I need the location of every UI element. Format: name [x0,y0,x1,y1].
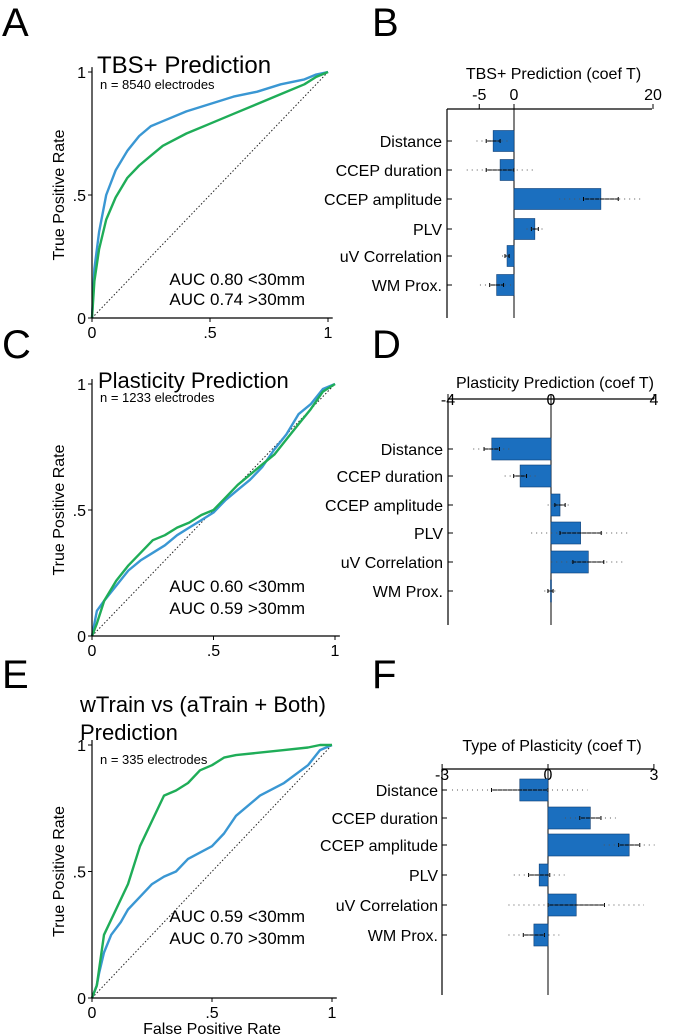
x-tick-label: 0 [88,1005,97,1022]
x-tick-label: 4 [650,392,659,409]
y-tick-label: 1 [77,377,86,394]
legend-label: AUC 0.70 >30mm [169,929,305,948]
x-tick-label: 3 [649,767,658,784]
y-tick-label: .5 [73,865,86,882]
x-tick-label: -3 [435,767,449,784]
panel-letter: E [2,653,29,697]
category-label: PLV [414,526,443,543]
y-tick-label: 0 [77,991,86,1008]
x-tick-label: 1 [324,325,333,342]
category-label: CCEP amplitude [324,192,442,209]
chart-title: Plasticity Prediction [98,368,289,393]
x-tick-label: .5 [207,643,220,660]
x-tick-label: -5 [472,87,486,104]
x-tick-label: -4 [441,392,455,409]
chart-subtitle: n = 8540 electrodes [100,77,215,92]
category-label: PLV [413,222,442,239]
category-label: Distance [380,134,442,151]
chart-title: wTrain vs (aTrain + Both) [79,692,326,717]
y-tick-label: 1 [77,738,86,755]
category-label: WM Prox. [372,278,442,295]
legend-label: AUC 0.59 <30mm [169,907,305,926]
y-axis-label: True Positive Rate [51,444,68,575]
category-label: uV Correlation [336,898,438,915]
x-tick-label: 1 [331,643,340,660]
chart-title: Plasticity Prediction (coef T) [456,375,654,392]
x-tick-label: 0 [510,87,519,104]
chart-title: Type of Plasticity (coef T) [462,738,641,755]
legend-label: AUC 0.60 <30mm [169,577,305,596]
series-line [90,743,333,999]
chart-title: TBS+ Prediction (coef T) [466,66,641,83]
chart-subtitle: n = 1233 electrodes [100,390,215,405]
y-tick-label: 0 [77,629,86,646]
bar [491,437,552,461]
panel-letter: D [372,323,401,367]
y-tick-label: 0 [77,311,86,328]
series-line [90,382,336,637]
legend-label: AUC 0.80 <30mm [169,270,305,289]
category-label: WM Prox. [373,584,443,601]
category-label: CCEP duration [332,811,438,828]
category-label: Distance [381,442,443,459]
legend-label: AUC 0.74 >30mm [169,290,305,309]
x-tick-label: .5 [205,1005,218,1022]
y-axis-label: True Positive Rate [51,806,68,937]
series-line [90,743,332,999]
y-tick-label: 1 [77,65,86,82]
coef-bar-chart-b: TBS+ Prediction (coef T) -5 0 20 Distance CCE… [324,66,662,318]
coef-bar-chart-d: Plasticity Prediction (coef T)-4 0 4 Distan… [325,375,659,625]
x-tick-label: .5 [203,325,216,342]
chart-title: Prediction [80,720,178,745]
x-tick-label: 0 [88,643,97,660]
chart-subtitle: n = 335 electrodes [100,752,208,767]
x-tick-label: 0 [547,392,556,409]
legend-label: AUC 0.59 >30mm [169,599,305,618]
bar [547,833,630,857]
category-label: CCEP duration [337,469,443,486]
roc-chart-e: wTrain vs (aTrain + Both) Prediction n = 3… [51,692,337,1036]
series-line [90,70,329,319]
panel-letter: A [2,1,29,45]
category-label: CCEP amplitude [325,498,443,515]
panel-letter: C [2,323,31,367]
y-tick-label: .5 [73,503,86,520]
x-tick-label: 0 [88,325,97,342]
category-label: uV Correlation [341,555,443,572]
chance-diagonal [91,71,329,319]
x-tick-label: 20 [644,87,662,104]
chart-title: TBS+ Prediction [97,52,271,79]
x-axis-label: False Positive Rate [143,1021,281,1036]
y-axis-label: True Positive Rate [51,129,68,260]
category-label: CCEP duration [336,163,442,180]
x-tick-label: 0 [544,767,553,784]
category-label: PLV [409,868,438,885]
category-label: WM Prox. [368,928,438,945]
panel-letter: B [372,1,399,45]
panel-letter: F [372,653,396,697]
y-tick-label: .5 [73,188,86,205]
panel-letters: A B C D E F [2,1,401,697]
series-line [90,70,329,319]
series-line [90,382,336,637]
category-label: uV Correlation [340,249,442,266]
x-tick-label: 1 [328,1005,337,1022]
category-label: CCEP amplitude [320,838,438,855]
category-label: Distance [376,783,438,800]
chance-diagonal [91,744,333,999]
coef-bar-chart-f: Type of Plasticity (coef T) -3 0 3 Distance C… [320,738,658,995]
